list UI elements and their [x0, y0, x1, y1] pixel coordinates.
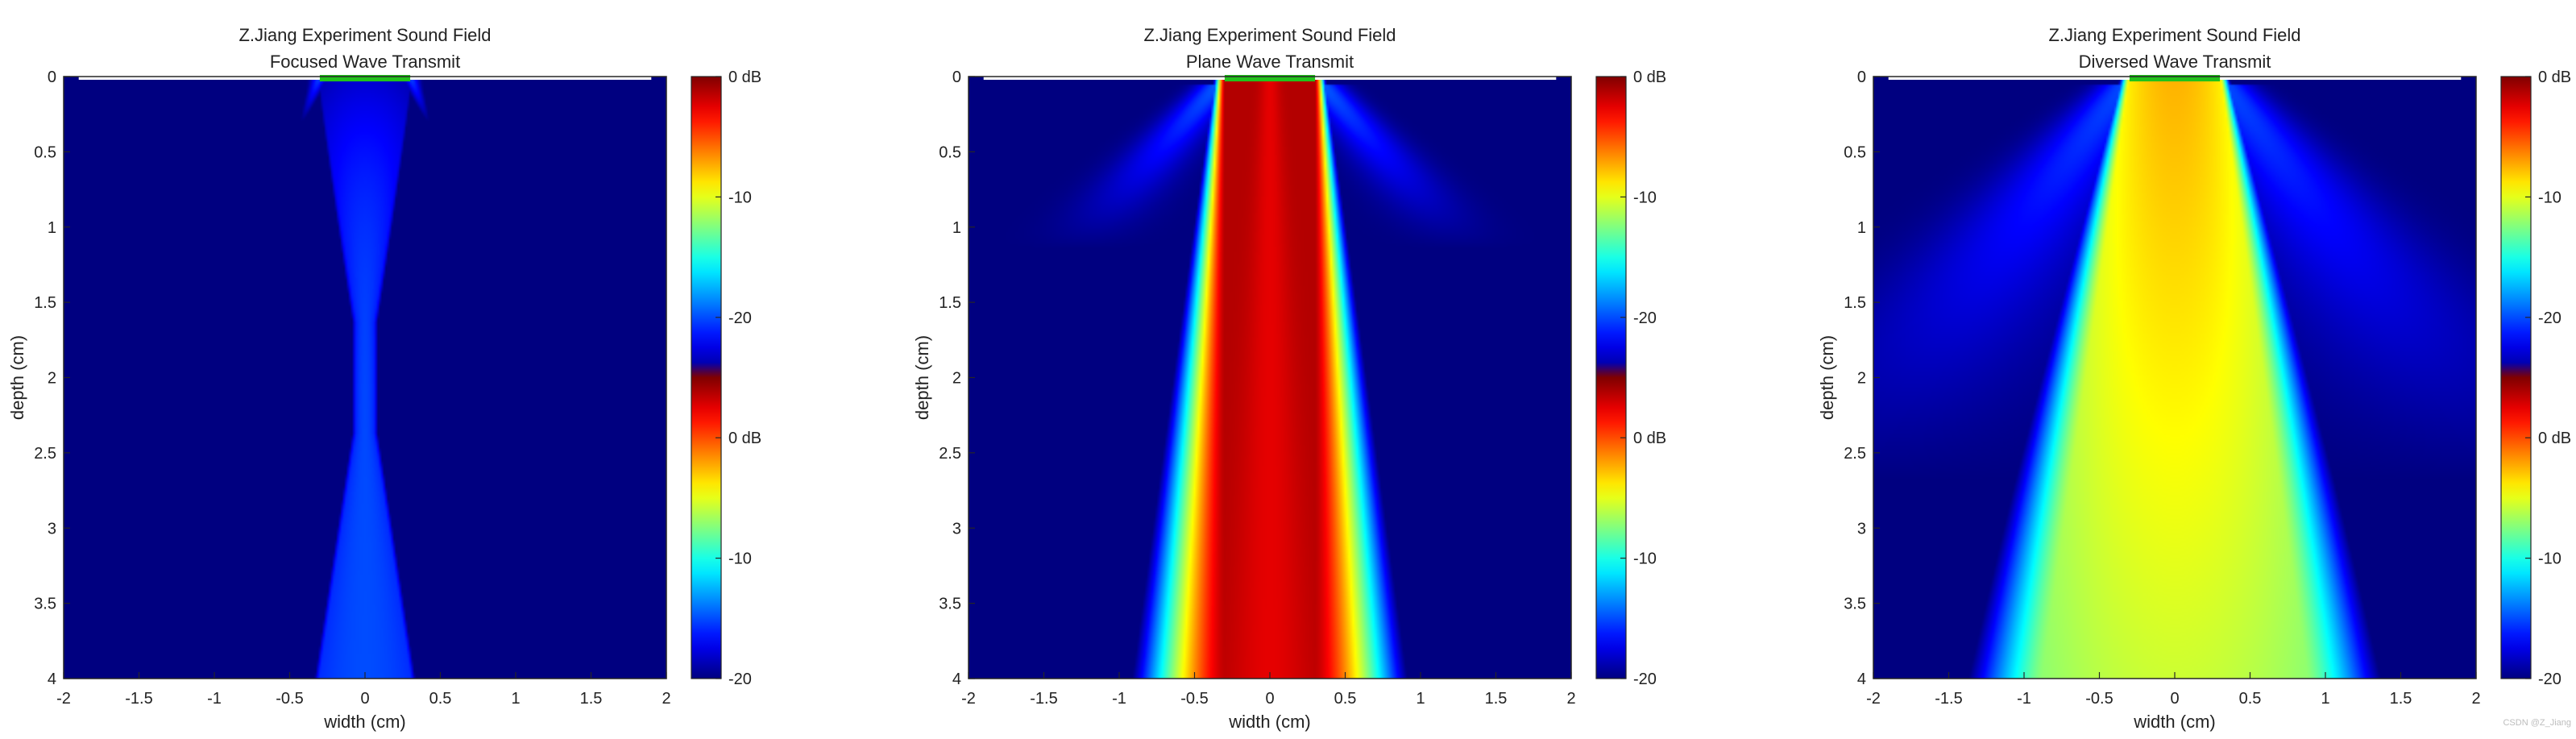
x-tick-label: 0: [360, 690, 369, 708]
x-tick-label: 1.5: [580, 690, 603, 708]
chart-subtitle: Focused Wave Transmit: [270, 52, 460, 72]
x-tick-label: -1: [207, 690, 222, 708]
y-tick-label: 3.5: [34, 596, 56, 613]
y-tick-label: 2.5: [34, 445, 56, 463]
x-tick-label: 2: [1566, 690, 1575, 708]
colorbar-tick-label: 0 dB: [1633, 69, 1666, 86]
x-tick-label: -0.5: [1180, 690, 1208, 708]
x-tick-label: 1: [1416, 690, 1425, 708]
x-tick-label: 0: [2170, 690, 2179, 708]
y-tick-label: 2: [1857, 370, 1866, 388]
colorbar-tick-label: 0 dB: [1633, 430, 1666, 447]
heatmap-image: [1873, 77, 2476, 679]
y-tick-label: 3: [1857, 520, 1866, 538]
y-axis-label: depth (cm): [7, 335, 27, 420]
y-tick-label: 4: [952, 670, 961, 688]
chart-title: Z.Jiang Experiment Sound Field: [1143, 25, 1396, 45]
y-tick-label: 1.5: [34, 294, 56, 312]
y-tick-label: 3: [952, 520, 961, 538]
y-tick-label: 1.5: [939, 294, 961, 312]
x-tick-label: 0.5: [2239, 690, 2262, 708]
colorbar-tick-label: -20: [2538, 670, 2561, 688]
y-tick-label: 2: [48, 370, 56, 388]
colorbar-tick-label: -20: [1633, 309, 1657, 327]
y-axis-label: depth (cm): [912, 335, 932, 420]
y-tick-label: 1: [952, 219, 961, 237]
y-tick-label: 0.5: [939, 143, 961, 161]
x-tick-label: 1.5: [2390, 690, 2412, 708]
colorbar-tick-label: 0 dB: [728, 69, 761, 86]
x-tick-label: -0.5: [276, 690, 303, 708]
colorbar-tick-label: -20: [2538, 309, 2561, 327]
chart-subtitle: Plane Wave Transmit: [1186, 52, 1354, 72]
y-tick-label: 2.5: [939, 445, 961, 463]
x-tick-label: 1: [2321, 690, 2329, 708]
y-tick-label: 3.5: [939, 596, 961, 613]
colorbar-tick-label: 0 dB: [2538, 69, 2571, 86]
y-tick-label: 1.5: [1844, 294, 1866, 312]
y-tick-label: 0: [952, 69, 961, 86]
y-tick-label: 0: [48, 69, 56, 86]
y-tick-label: 1: [1857, 219, 1866, 237]
x-axis-label: width (cm): [323, 712, 405, 732]
x-tick-label: 0.5: [1334, 690, 1357, 708]
y-tick-label: 1: [48, 219, 56, 237]
colorbar-tick-label: 0 dB: [2538, 430, 2571, 447]
chart-title: Z.Jiang Experiment Sound Field: [2048, 25, 2300, 45]
x-tick-label: -2: [56, 690, 71, 708]
x-tick-label: -0.5: [2085, 690, 2113, 708]
chart-title: Z.Jiang Experiment Sound Field: [239, 25, 491, 45]
colorbar-tick-label: -20: [728, 670, 752, 688]
colorbar: [1595, 76, 1627, 679]
x-tick-label: -1: [1112, 690, 1126, 708]
y-tick-label: 4: [48, 670, 56, 688]
y-tick-label: 3.5: [1844, 596, 1866, 613]
y-tick-label: 0.5: [1844, 143, 1866, 161]
y-tick-label: 3: [48, 520, 56, 538]
x-tick-label: 1: [511, 690, 520, 708]
x-axis-label: width (cm): [1228, 712, 1310, 732]
y-tick-label: 0: [1857, 69, 1866, 86]
y-tick-label: 2.5: [1844, 445, 1866, 463]
chart-panel: Z.Jiang Experiment Sound Field Diversed W…: [1817, 25, 2571, 732]
heatmap-image: [64, 77, 666, 679]
heatmap-image: [969, 77, 1571, 679]
x-tick-label: -1.5: [1030, 690, 1057, 708]
x-tick-label: -2: [1866, 690, 1881, 708]
x-axis-label: width (cm): [2133, 712, 2215, 732]
x-tick-label: -1: [2017, 690, 2031, 708]
y-tick-label: 4: [1857, 670, 1866, 688]
colorbar: [2500, 76, 2532, 679]
x-tick-label: 1.5: [1485, 690, 1508, 708]
y-axis-label: depth (cm): [1817, 335, 1837, 420]
x-tick-label: 2: [662, 690, 670, 708]
colorbar-tick-label: -20: [728, 309, 752, 327]
y-tick-label: 2: [952, 370, 961, 388]
x-tick-label: 0: [1265, 690, 1274, 708]
colorbar-tick-label: 0 dB: [728, 430, 761, 447]
colorbar-tick-label: -10: [1633, 550, 1657, 568]
colorbar-tick-label: -10: [728, 550, 752, 568]
colorbar-tick-label: -10: [2538, 550, 2561, 568]
x-tick-label: -1.5: [1935, 690, 1962, 708]
x-tick-label: 2: [2471, 690, 2480, 708]
y-tick-label: 0.5: [34, 143, 56, 161]
x-tick-label: -1.5: [125, 690, 152, 708]
chart-panel: Z.Jiang Experiment Sound Field Plane Wave…: [912, 25, 1666, 732]
colorbar-tick-label: -10: [2538, 189, 2561, 206]
colorbar: [691, 76, 722, 679]
watermark: CSDN @Z_Jiang: [2503, 718, 2571, 728]
colorbar-tick-label: -20: [1633, 670, 1657, 688]
chart-subtitle: Diversed Wave Transmit: [2079, 52, 2271, 72]
colorbar-tick-label: -10: [728, 189, 752, 206]
chart-panel: Z.Jiang Experiment Sound Field Focused Wa…: [7, 25, 761, 732]
colorbar-tick-label: -10: [1633, 189, 1657, 206]
x-tick-label: -2: [961, 690, 976, 708]
x-tick-label: 0.5: [429, 690, 452, 708]
